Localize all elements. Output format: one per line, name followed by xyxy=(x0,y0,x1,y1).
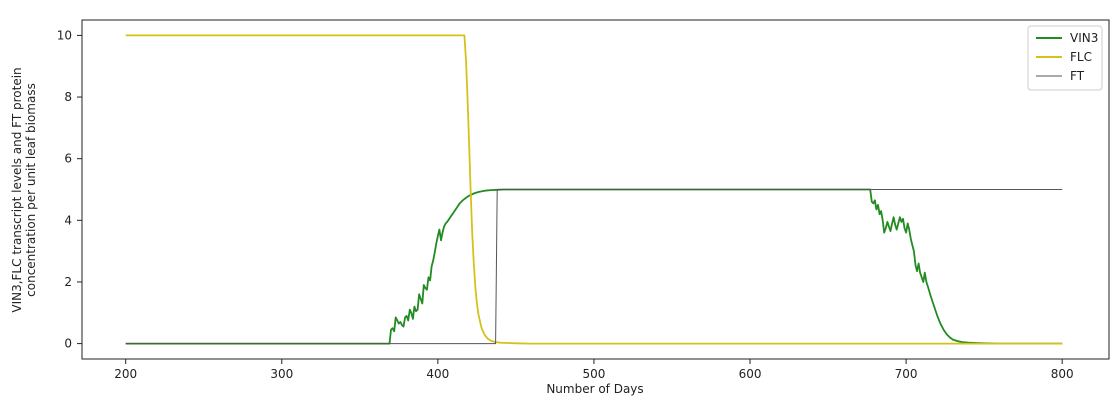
series-line-flc xyxy=(125,34,1063,345)
series-line-ft xyxy=(125,189,1063,345)
x-tick-label: 600 xyxy=(739,367,762,381)
y-tick-label: 0 xyxy=(64,337,72,351)
y-tick-label: 4 xyxy=(64,213,72,227)
y-tick-label: 2 xyxy=(64,275,72,289)
legend-label-flc: FLC xyxy=(1070,50,1092,64)
legend-label-vin3: VIN3 xyxy=(1070,31,1098,45)
series-lines xyxy=(125,34,1063,345)
legend: VIN3 FLC FT xyxy=(1027,25,1103,91)
x-tick-label: 500 xyxy=(582,367,605,381)
y-axis: 0 2 4 6 8 10 xyxy=(57,28,82,351)
x-tick-label: 200 xyxy=(114,367,137,381)
legend-label-ft: FT xyxy=(1070,69,1085,83)
x-tick-label: 300 xyxy=(270,367,293,381)
y-tick-label: 6 xyxy=(64,152,72,166)
x-tick-label: 700 xyxy=(895,367,918,381)
y-tick-label: 10 xyxy=(57,28,72,42)
y-axis-label-line-2: concentration per unit leaf biomass xyxy=(24,83,38,297)
x-tick-label: 400 xyxy=(426,367,449,381)
x-tick-label: 800 xyxy=(1051,367,1074,381)
x-axis-label: Number of Days xyxy=(546,382,643,396)
x-axis: 200 300 400 500 600 700 800 xyxy=(114,359,1074,381)
legend-box xyxy=(1027,25,1103,91)
y-axis-label-line-1: VIN3,FLC transcript levels and FT protei… xyxy=(10,67,24,312)
y-tick-label: 8 xyxy=(64,90,72,104)
